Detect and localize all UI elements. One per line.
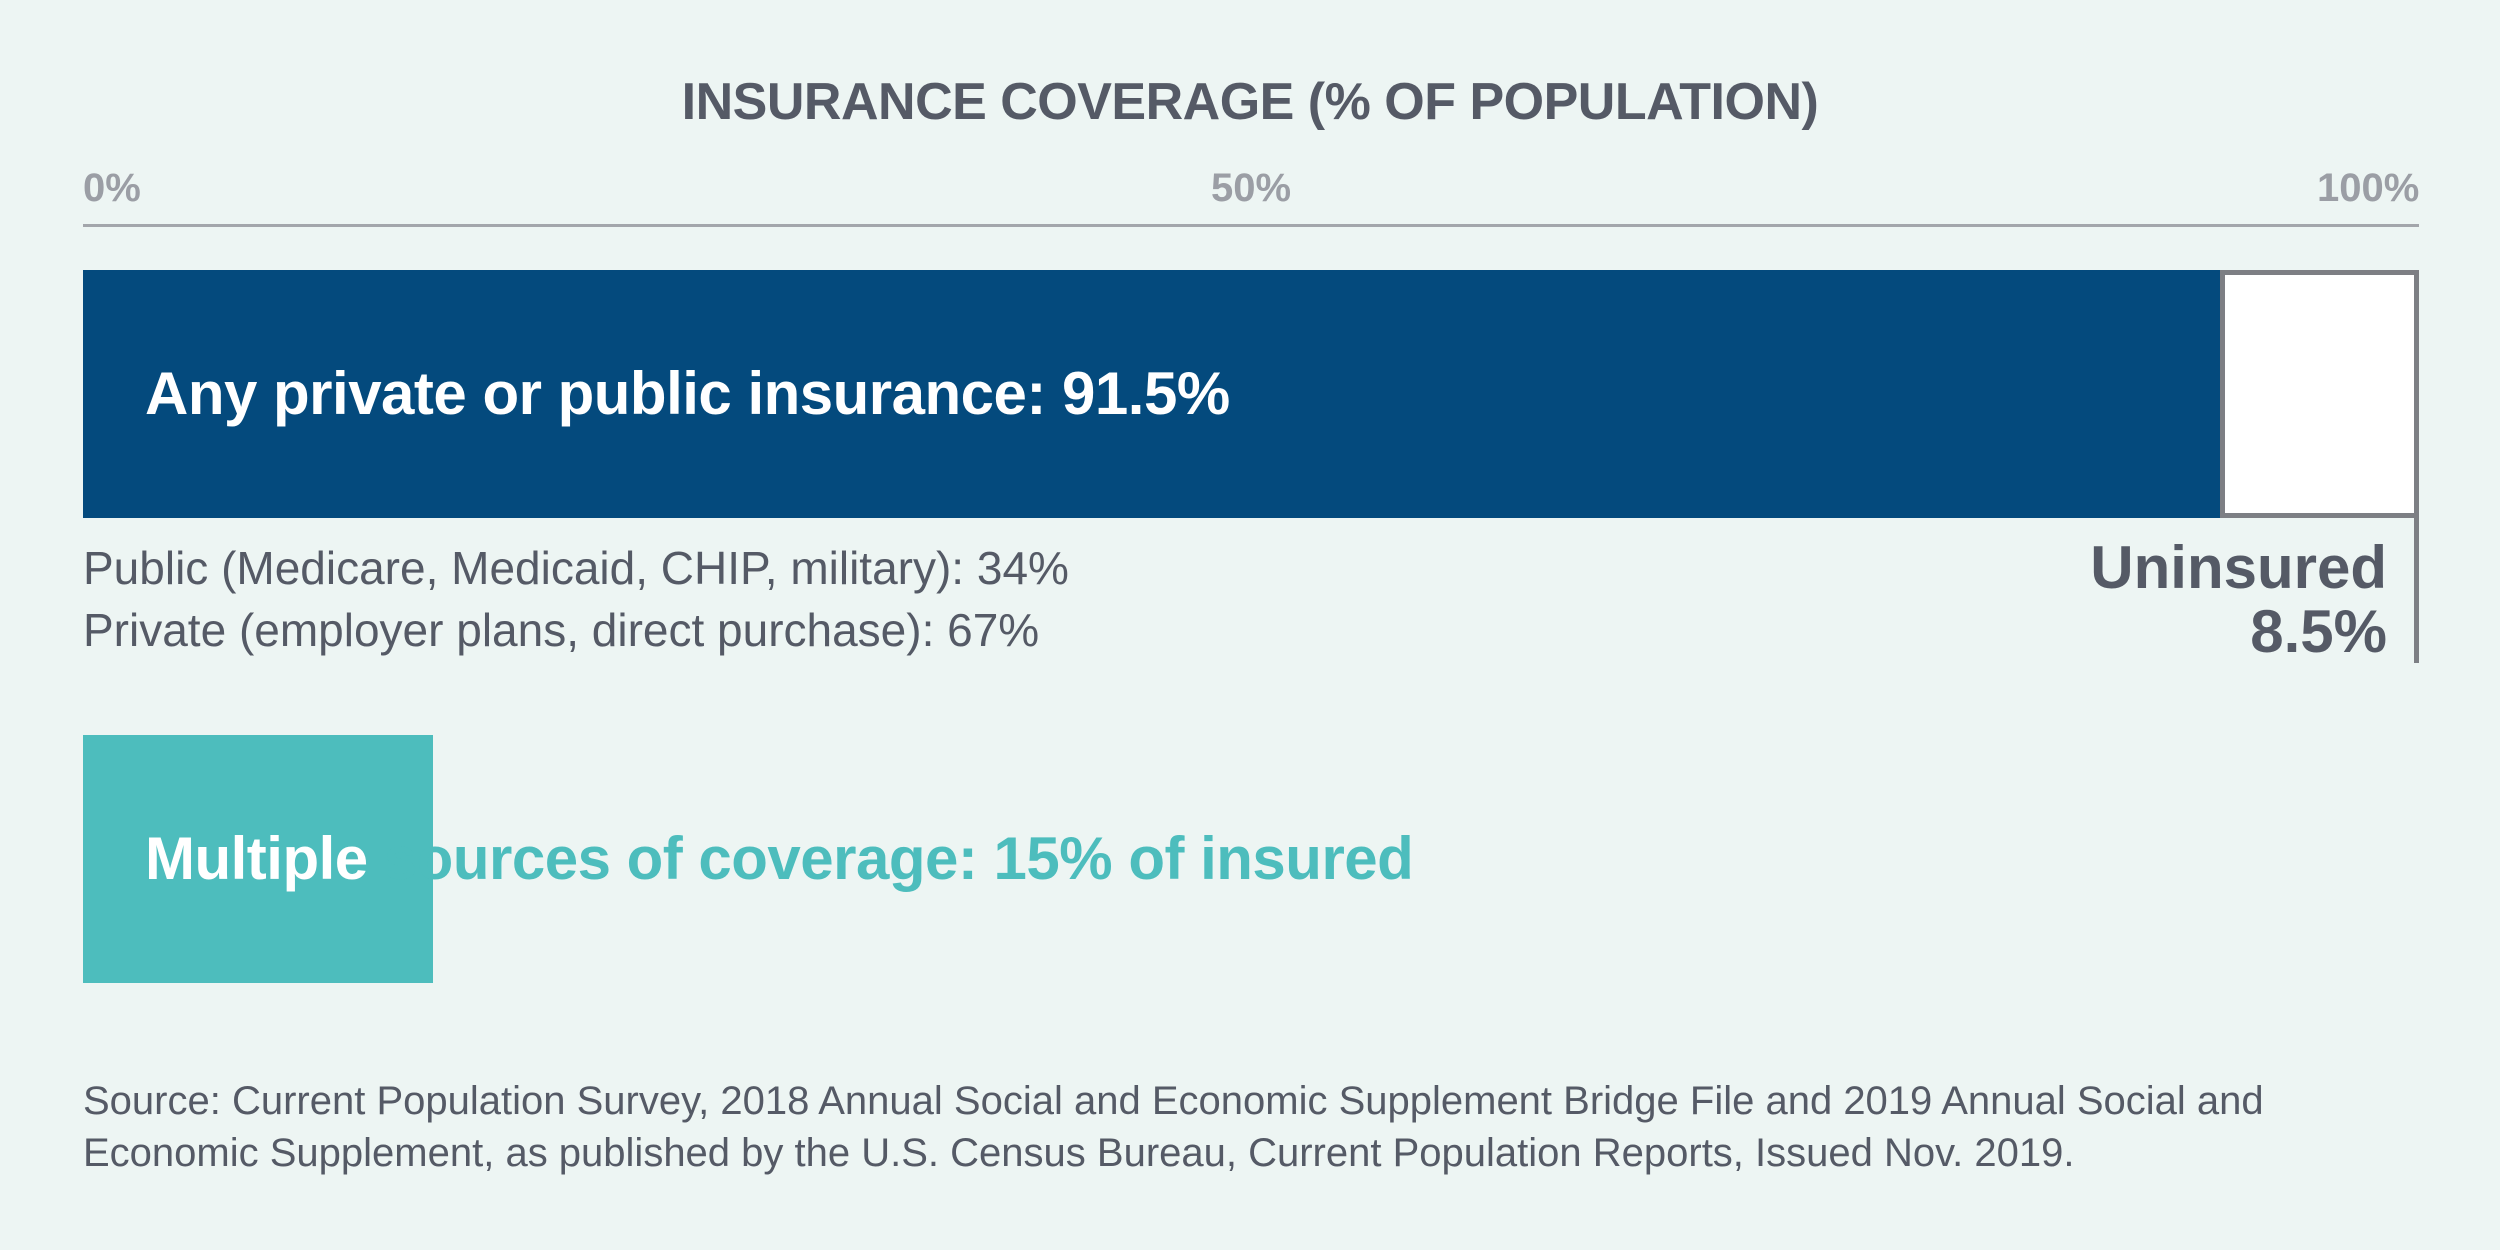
chart-title: INSURANCE COVERAGE (% OF POPULATION)	[681, 73, 1819, 131]
private-coverage-note: Private (employer plans, direct purchase…	[83, 604, 1040, 656]
uninsured-label-value: 8.5%	[2250, 598, 2387, 665]
bar-insured	[83, 270, 2221, 518]
bar-multiple-sources	[83, 735, 434, 983]
bar-insured-label: Any private or public insurance: 91.5%	[145, 360, 1230, 427]
x-tick-label: 100%	[2317, 166, 2420, 210]
multiple-sources-label-rest: sources of coverage: 15% of insured	[383, 825, 1414, 892]
public-coverage-note: Public (Medicare, Medicaid, CHIP, milita…	[83, 542, 1069, 594]
multiple-sources-row: Multiple sources of coverage: 15% of ins…	[83, 735, 2419, 983]
multiple-sources-label: Multiple sources of coverage: 15% of ins…	[145, 735, 1414, 983]
x-tick-label: 50%	[1211, 166, 1292, 210]
bar-uninsured	[2220, 270, 2419, 518]
uninsured-label-name: Uninsured	[2090, 534, 2387, 601]
x-axis-line	[83, 224, 2419, 227]
multiple-sources-label-highlight: Multiple	[145, 825, 368, 892]
x-tick-label: 0%	[83, 166, 141, 210]
coverage-plot: Any private or public insurance: 91.5% U…	[83, 270, 2419, 670]
x-axis: 0% 50% 100%	[83, 110, 2419, 250]
source-note: Source: Current Population Survey, 2018 …	[83, 1079, 2264, 1175]
uninsured-label: Uninsured 8.5%	[2090, 536, 2387, 664]
uninsured-leader-line	[2414, 518, 2419, 663]
